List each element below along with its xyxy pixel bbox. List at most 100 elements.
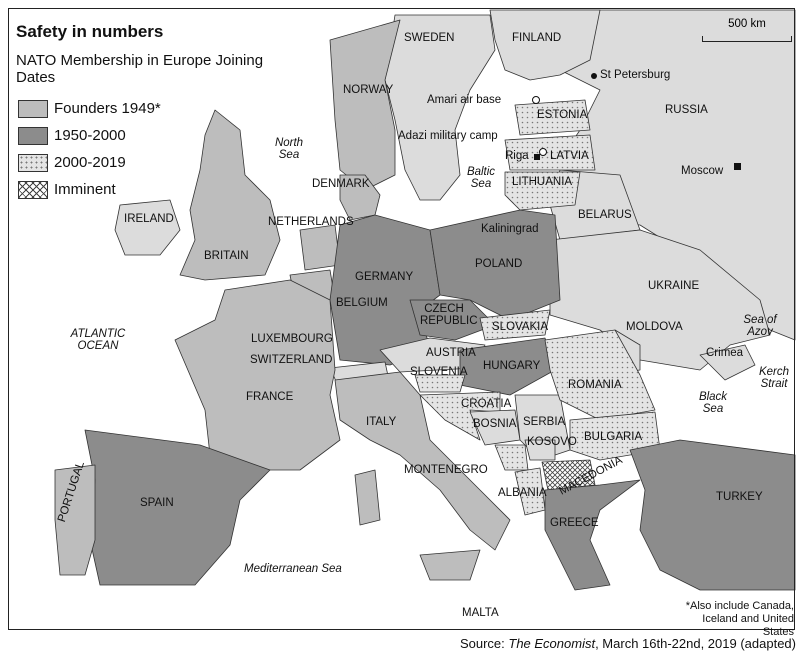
- legend-item-imminent: Imminent: [18, 176, 161, 203]
- slovakia-shape: [479, 309, 551, 341]
- label-poland: POLAND: [475, 258, 523, 270]
- label-bosnia: BOSNIA: [473, 418, 517, 430]
- label-latvia: LATVIA: [550, 150, 589, 162]
- label-norway: NORWAY: [343, 84, 394, 96]
- label-netherlands: NETHERLANDS: [268, 216, 354, 228]
- moscow-marker: [734, 163, 741, 170]
- label-malta: MALTA: [462, 607, 499, 619]
- label-montenegro: MONTENEGRO: [404, 464, 488, 476]
- czech-shape: [409, 299, 496, 341]
- st-petersburg-marker: [591, 73, 597, 79]
- label-north-sea: North Sea: [274, 137, 304, 161]
- label-kosovo: KOSOVO: [527, 436, 577, 448]
- sardinia-shape: [354, 469, 381, 526]
- label-finland: FINLAND: [512, 32, 562, 44]
- label-turkey: TURKEY: [716, 491, 763, 503]
- label-spain: SPAIN: [140, 497, 174, 509]
- label-greece: GREECE: [550, 517, 599, 529]
- latvia-shape: [504, 134, 596, 171]
- legend: Founders 1949* 1950-2000 2000-2019 Immin…: [18, 95, 161, 203]
- sicily-shape: [419, 549, 481, 581]
- label-germany: GERMANY: [355, 271, 414, 283]
- finland-shape: [489, 9, 601, 81]
- macedonia-shape: [541, 459, 596, 491]
- amari-marker: [532, 96, 540, 104]
- source-line: Source: The Economist, March 16th-22nd, …: [460, 636, 796, 651]
- lithuania-shape: [504, 171, 581, 211]
- label-denmark: DENMARK: [312, 178, 370, 190]
- sweden-shape: [384, 14, 496, 201]
- label-romania: ROMANIA: [568, 379, 622, 391]
- label-azov: Sea of Azov: [743, 314, 777, 338]
- italy-shape: [334, 371, 511, 551]
- label-slovakia: SLOVAKIA: [492, 321, 549, 333]
- label-adazi: Adazi military camp: [398, 130, 498, 142]
- label-luxembourg: LUXEMBOURG: [251, 333, 333, 345]
- legend-item-founders: Founders 1949*: [18, 95, 161, 122]
- label-ireland: IRELAND: [124, 213, 174, 225]
- croatia-shape: [419, 391, 501, 441]
- label-belgium: BELGIUM: [336, 297, 388, 309]
- france-shape: [174, 279, 341, 471]
- label-austria: AUSTRIA: [426, 347, 476, 359]
- label-riga: Riga: [505, 150, 529, 162]
- label-black-sea: Black Sea: [698, 391, 728, 415]
- norway-shape: [329, 19, 401, 191]
- portugal-shape: [54, 464, 96, 576]
- label-crimea: Crimea: [706, 347, 744, 359]
- label-britain: BRITAIN: [204, 250, 249, 262]
- source-prefix: Source:: [459, 636, 509, 651]
- turkey-shape: [629, 439, 796, 591]
- label-croatia: CROATIA: [461, 398, 512, 410]
- poland-shape: [429, 209, 561, 321]
- legend-label: Imminent: [54, 181, 116, 198]
- legend-swatch: [18, 153, 48, 172]
- footnote: *Also include Canada, Iceland and United…: [685, 600, 794, 638]
- legend-label: 1950-2000: [54, 127, 126, 144]
- label-bulgaria: BULGARIA: [584, 431, 643, 443]
- label-mediterranean: Mediterranean Sea: [244, 563, 342, 575]
- label-ukraine: UKRAINE: [648, 280, 700, 292]
- adazi-marker: [539, 148, 547, 156]
- kosovo-shape: [524, 439, 556, 461]
- source-publication: The Economist: [508, 636, 596, 651]
- crimea-shape: [699, 344, 756, 381]
- label-lithuania: LITHUANIA: [512, 176, 573, 188]
- legend-item-1950-2000: 1950-2000: [18, 122, 161, 149]
- map-title: Safety in numbers: [16, 22, 164, 41]
- legend-label: Founders 1949*: [54, 100, 161, 117]
- label-slovenia: SLOVENIA: [410, 366, 468, 378]
- label-switzerland: SWITZERLAND: [250, 354, 333, 366]
- britain-shape: [179, 109, 281, 281]
- label-france: FRANCE: [246, 391, 294, 403]
- source-suffix: , March 16th-22nd, 2019 (adapted): [595, 636, 796, 651]
- scale-label: 500 km: [728, 18, 766, 30]
- riga-marker: [534, 154, 540, 160]
- label-moldova: MOLDOVA: [626, 321, 683, 333]
- scale-bar: [702, 36, 792, 42]
- label-atlantic: ATLANTIC OCEAN: [70, 328, 126, 352]
- bulgaria-shape: [569, 411, 661, 461]
- label-italy: ITALY: [366, 416, 397, 428]
- label-kerch: Kerch Strait: [758, 366, 790, 390]
- slovenia-shape: [414, 374, 466, 393]
- label-serbia: SERBIA: [523, 416, 566, 428]
- label-kaliningrad: Kaliningrad: [481, 223, 539, 235]
- label-baltic-sea: Baltic Sea: [466, 166, 496, 190]
- map-subtitle: NATO Membership in Europe Joining Dates: [16, 52, 264, 86]
- label-moscow: Moscow: [681, 165, 724, 177]
- greece-shape: [544, 479, 641, 591]
- legend-swatch: [18, 126, 48, 145]
- label-estonia: ESTONIA: [537, 109, 588, 121]
- ukraine-shape: [549, 229, 771, 371]
- label-st-petersburg: St Petersburg: [600, 69, 671, 81]
- ireland-shape: [114, 199, 181, 256]
- legend-label: 2000-2019: [54, 154, 126, 171]
- label-belarus: BELARUS: [578, 209, 632, 221]
- legend-swatch: [18, 180, 48, 199]
- label-russia: RUSSIA: [665, 104, 708, 116]
- label-amari: Amari air base: [427, 94, 502, 106]
- estonia-shape: [514, 99, 591, 136]
